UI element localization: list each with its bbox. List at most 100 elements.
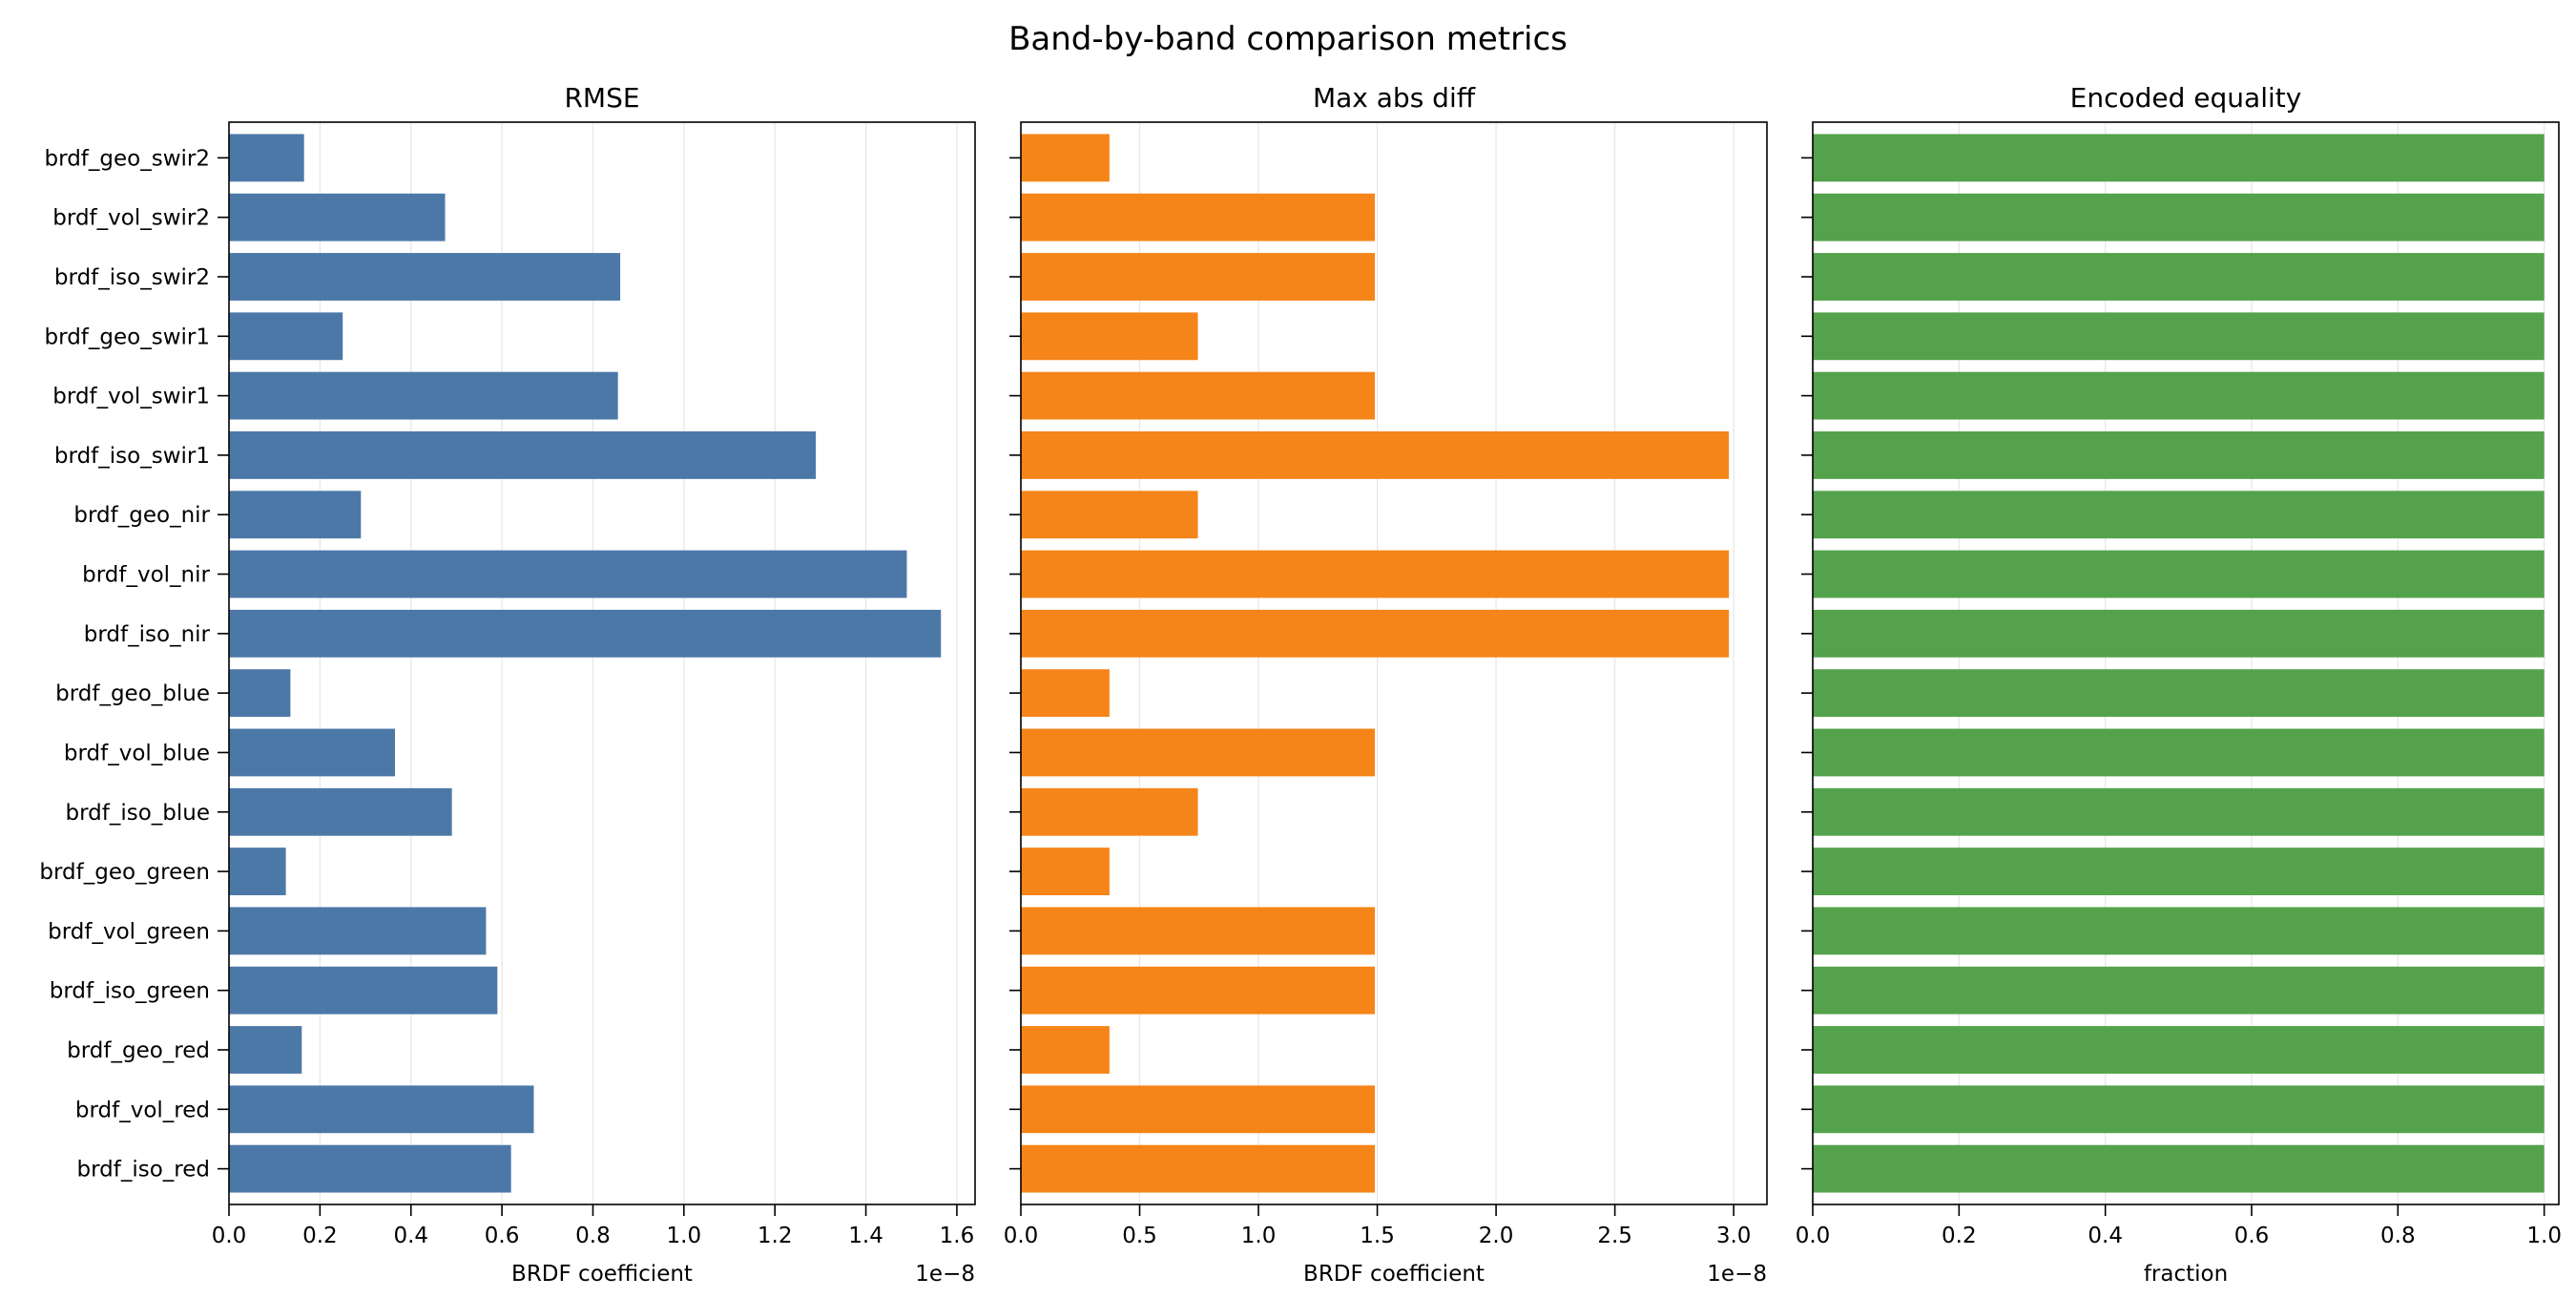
bar-encoded-equality-brdf_iso_green — [1813, 966, 2545, 1015]
panel-title-max-abs-diff: Max abs diff — [1313, 82, 1476, 114]
bar-encoded-equality-brdf_geo_red — [1813, 1026, 2545, 1074]
xtick-label-rmse: 1.0 — [667, 1224, 702, 1248]
bar-rmse-brdf_vol_blue — [229, 728, 396, 777]
bar-rmse-brdf_iso_blue — [229, 787, 452, 836]
chart-panels: brdf_geo_swir2 brdf_vol_swir2 brdf_iso_swi… — [39, 82, 2562, 1287]
category-label: brdf_geo_red — [67, 1038, 210, 1063]
panel-max-abs-diff: 0.0 0.5 1.0 1.5 2.0 2.5 3.0 Max abs diff BRDF co… — [1004, 82, 1768, 1287]
bar-max-abs-diff-brdf_iso_nir — [1021, 609, 1730, 658]
bar-rmse-brdf_vol_swir2 — [229, 193, 446, 241]
category-label: brdf_geo_nir — [73, 503, 210, 528]
xtick-label-rmse: 1.4 — [848, 1224, 883, 1248]
xtick-label-encoded-equality: 1.0 — [2526, 1224, 2562, 1248]
panel-rmse: brdf_geo_swir2 brdf_vol_swir2 brdf_iso_swi… — [39, 82, 976, 1287]
panel-encoded-equality: 0.0 0.2 0.4 0.6 0.8 1.0 Encoded equality fracti… — [1796, 82, 2562, 1287]
bar-encoded-equality-brdf_geo_swir1 — [1813, 312, 2545, 361]
bar-encoded-equality-brdf_iso_blue — [1813, 787, 2545, 836]
category-label: brdf_geo_swir2 — [45, 146, 210, 171]
bar-max-abs-diff-brdf_iso_blue — [1021, 787, 1198, 836]
bar-rmse-brdf_vol_red — [229, 1085, 534, 1134]
xtick-label-max-abs-diff: 2.0 — [1479, 1224, 1514, 1248]
bar-max-abs-diff-brdf_geo_swir2 — [1021, 134, 1110, 182]
category-label: brdf_vol_nir — [82, 563, 210, 588]
category-label: brdf_vol_swir2 — [52, 206, 210, 231]
bar-encoded-equality-brdf_iso_swir1 — [1813, 431, 2545, 479]
bar-rmse-brdf_geo_swir2 — [229, 134, 304, 182]
category-label: brdf_iso_red — [77, 1158, 211, 1183]
bar-encoded-equality-brdf_iso_red — [1813, 1144, 2545, 1193]
x-axis-label-encoded-equality: fraction — [2144, 1262, 2228, 1287]
bar-encoded-equality-brdf_vol_blue — [1813, 728, 2545, 777]
xtick-label-encoded-equality: 0.2 — [1942, 1224, 1977, 1248]
xtick-label-encoded-equality: 0.4 — [2088, 1224, 2123, 1248]
xtick-label-rmse: 1.2 — [758, 1224, 793, 1248]
bar-max-abs-diff-brdf_vol_swir2 — [1021, 193, 1376, 241]
bar-max-abs-diff-brdf_vol_nir — [1021, 550, 1730, 598]
bar-rmse-brdf_vol_nir — [229, 550, 907, 598]
category-label: brdf_iso_nir — [84, 622, 211, 647]
category-label: brdf_vol_swir1 — [52, 385, 210, 409]
bar-max-abs-diff-brdf_geo_swir1 — [1021, 312, 1198, 361]
panel-title-rmse: RMSE — [564, 82, 639, 114]
bar-rmse-brdf_iso_red — [229, 1144, 511, 1193]
bar-rmse-brdf_iso_swir2 — [229, 253, 621, 301]
bar-max-abs-diff-brdf_iso_swir1 — [1021, 431, 1730, 479]
bar-max-abs-diff-brdf_geo_blue — [1021, 669, 1110, 718]
bar-max-abs-diff-brdf_geo_red — [1021, 1026, 1110, 1074]
bar-max-abs-diff-brdf_vol_green — [1021, 907, 1376, 955]
xtick-label-rmse: 0.8 — [575, 1224, 611, 1248]
bar-encoded-equality-brdf_vol_swir1 — [1813, 371, 2545, 420]
bar-rmse-brdf_iso_nir — [229, 609, 942, 658]
xtick-label-max-abs-diff: 1.5 — [1360, 1224, 1395, 1248]
bar-max-abs-diff-brdf_iso_swir2 — [1021, 253, 1376, 301]
category-label: brdf_vol_green — [48, 919, 210, 944]
bar-rmse-brdf_geo_red — [229, 1026, 302, 1074]
category-label: brdf_iso_green — [50, 979, 210, 1004]
bar-encoded-equality-brdf_vol_nir — [1813, 550, 2545, 598]
xtick-label-max-abs-diff: 1.0 — [1241, 1224, 1277, 1248]
xtick-label-encoded-equality: 0.6 — [2234, 1224, 2270, 1248]
category-label: brdf_vol_red — [75, 1098, 210, 1122]
bar-rmse-brdf_geo_swir1 — [229, 312, 343, 361]
bar-rmse-brdf_geo_green — [229, 848, 286, 895]
bar-max-abs-diff-brdf_geo_green — [1021, 848, 1110, 895]
bar-encoded-equality-brdf_iso_nir — [1813, 609, 2545, 658]
xtick-label-rmse: 0.4 — [393, 1224, 428, 1248]
bar-encoded-equality-brdf_vol_red — [1813, 1085, 2545, 1134]
bar-rmse-brdf_iso_green — [229, 966, 498, 1015]
xtick-label-rmse: 1.6 — [940, 1224, 975, 1248]
category-label: brdf_geo_green — [39, 860, 210, 885]
x-axis-label-rmse: BRDF coefficient — [511, 1262, 693, 1287]
bar-encoded-equality-brdf_geo_green — [1813, 848, 2545, 895]
bar-max-abs-diff-brdf_vol_blue — [1021, 728, 1376, 777]
offset-text-max-abs-diff: 1e−8 — [1707, 1262, 1767, 1287]
category-label: brdf_geo_swir1 — [45, 324, 210, 349]
panel-title-encoded-equality: Encoded equality — [2070, 82, 2302, 114]
xtick-label-encoded-equality: 0.0 — [1796, 1224, 1831, 1248]
bar-max-abs-diff-brdf_vol_swir1 — [1021, 371, 1376, 420]
bar-max-abs-diff-brdf_iso_red — [1021, 1144, 1376, 1193]
offset-text-rmse: 1e−8 — [915, 1262, 975, 1287]
bar-encoded-equality-brdf_vol_green — [1813, 907, 2545, 955]
xtick-label-rmse: 0.2 — [302, 1224, 338, 1248]
category-label: brdf_iso_swir1 — [54, 444, 210, 469]
bar-encoded-equality-brdf_iso_swir2 — [1813, 253, 2545, 301]
bar-rmse-brdf_iso_swir1 — [229, 431, 817, 479]
bar-rmse-brdf_vol_swir1 — [229, 371, 618, 420]
figure-title: Band-by-band comparison metrics — [1008, 20, 1568, 58]
bar-rmse-brdf_geo_blue — [229, 669, 291, 718]
xtick-label-encoded-equality: 0.8 — [2380, 1224, 2416, 1248]
xtick-label-rmse: 0.0 — [212, 1224, 247, 1248]
xtick-label-max-abs-diff: 0.5 — [1122, 1224, 1157, 1248]
xtick-label-max-abs-diff: 3.0 — [1716, 1224, 1752, 1248]
bar-max-abs-diff-brdf_geo_nir — [1021, 491, 1198, 539]
bar-encoded-equality-brdf_geo_nir — [1813, 491, 2545, 539]
xtick-label-max-abs-diff: 0.0 — [1004, 1224, 1039, 1248]
axes-frame-encoded-equality — [1812, 121, 2560, 1205]
category-label: brdf_geo_blue — [55, 681, 210, 706]
xtick-label-max-abs-diff: 2.5 — [1597, 1224, 1632, 1248]
axes-frame-max-abs-diff — [1020, 121, 1768, 1205]
bar-rmse-brdf_vol_green — [229, 907, 487, 955]
bar-encoded-equality-brdf_geo_swir2 — [1813, 134, 2545, 182]
